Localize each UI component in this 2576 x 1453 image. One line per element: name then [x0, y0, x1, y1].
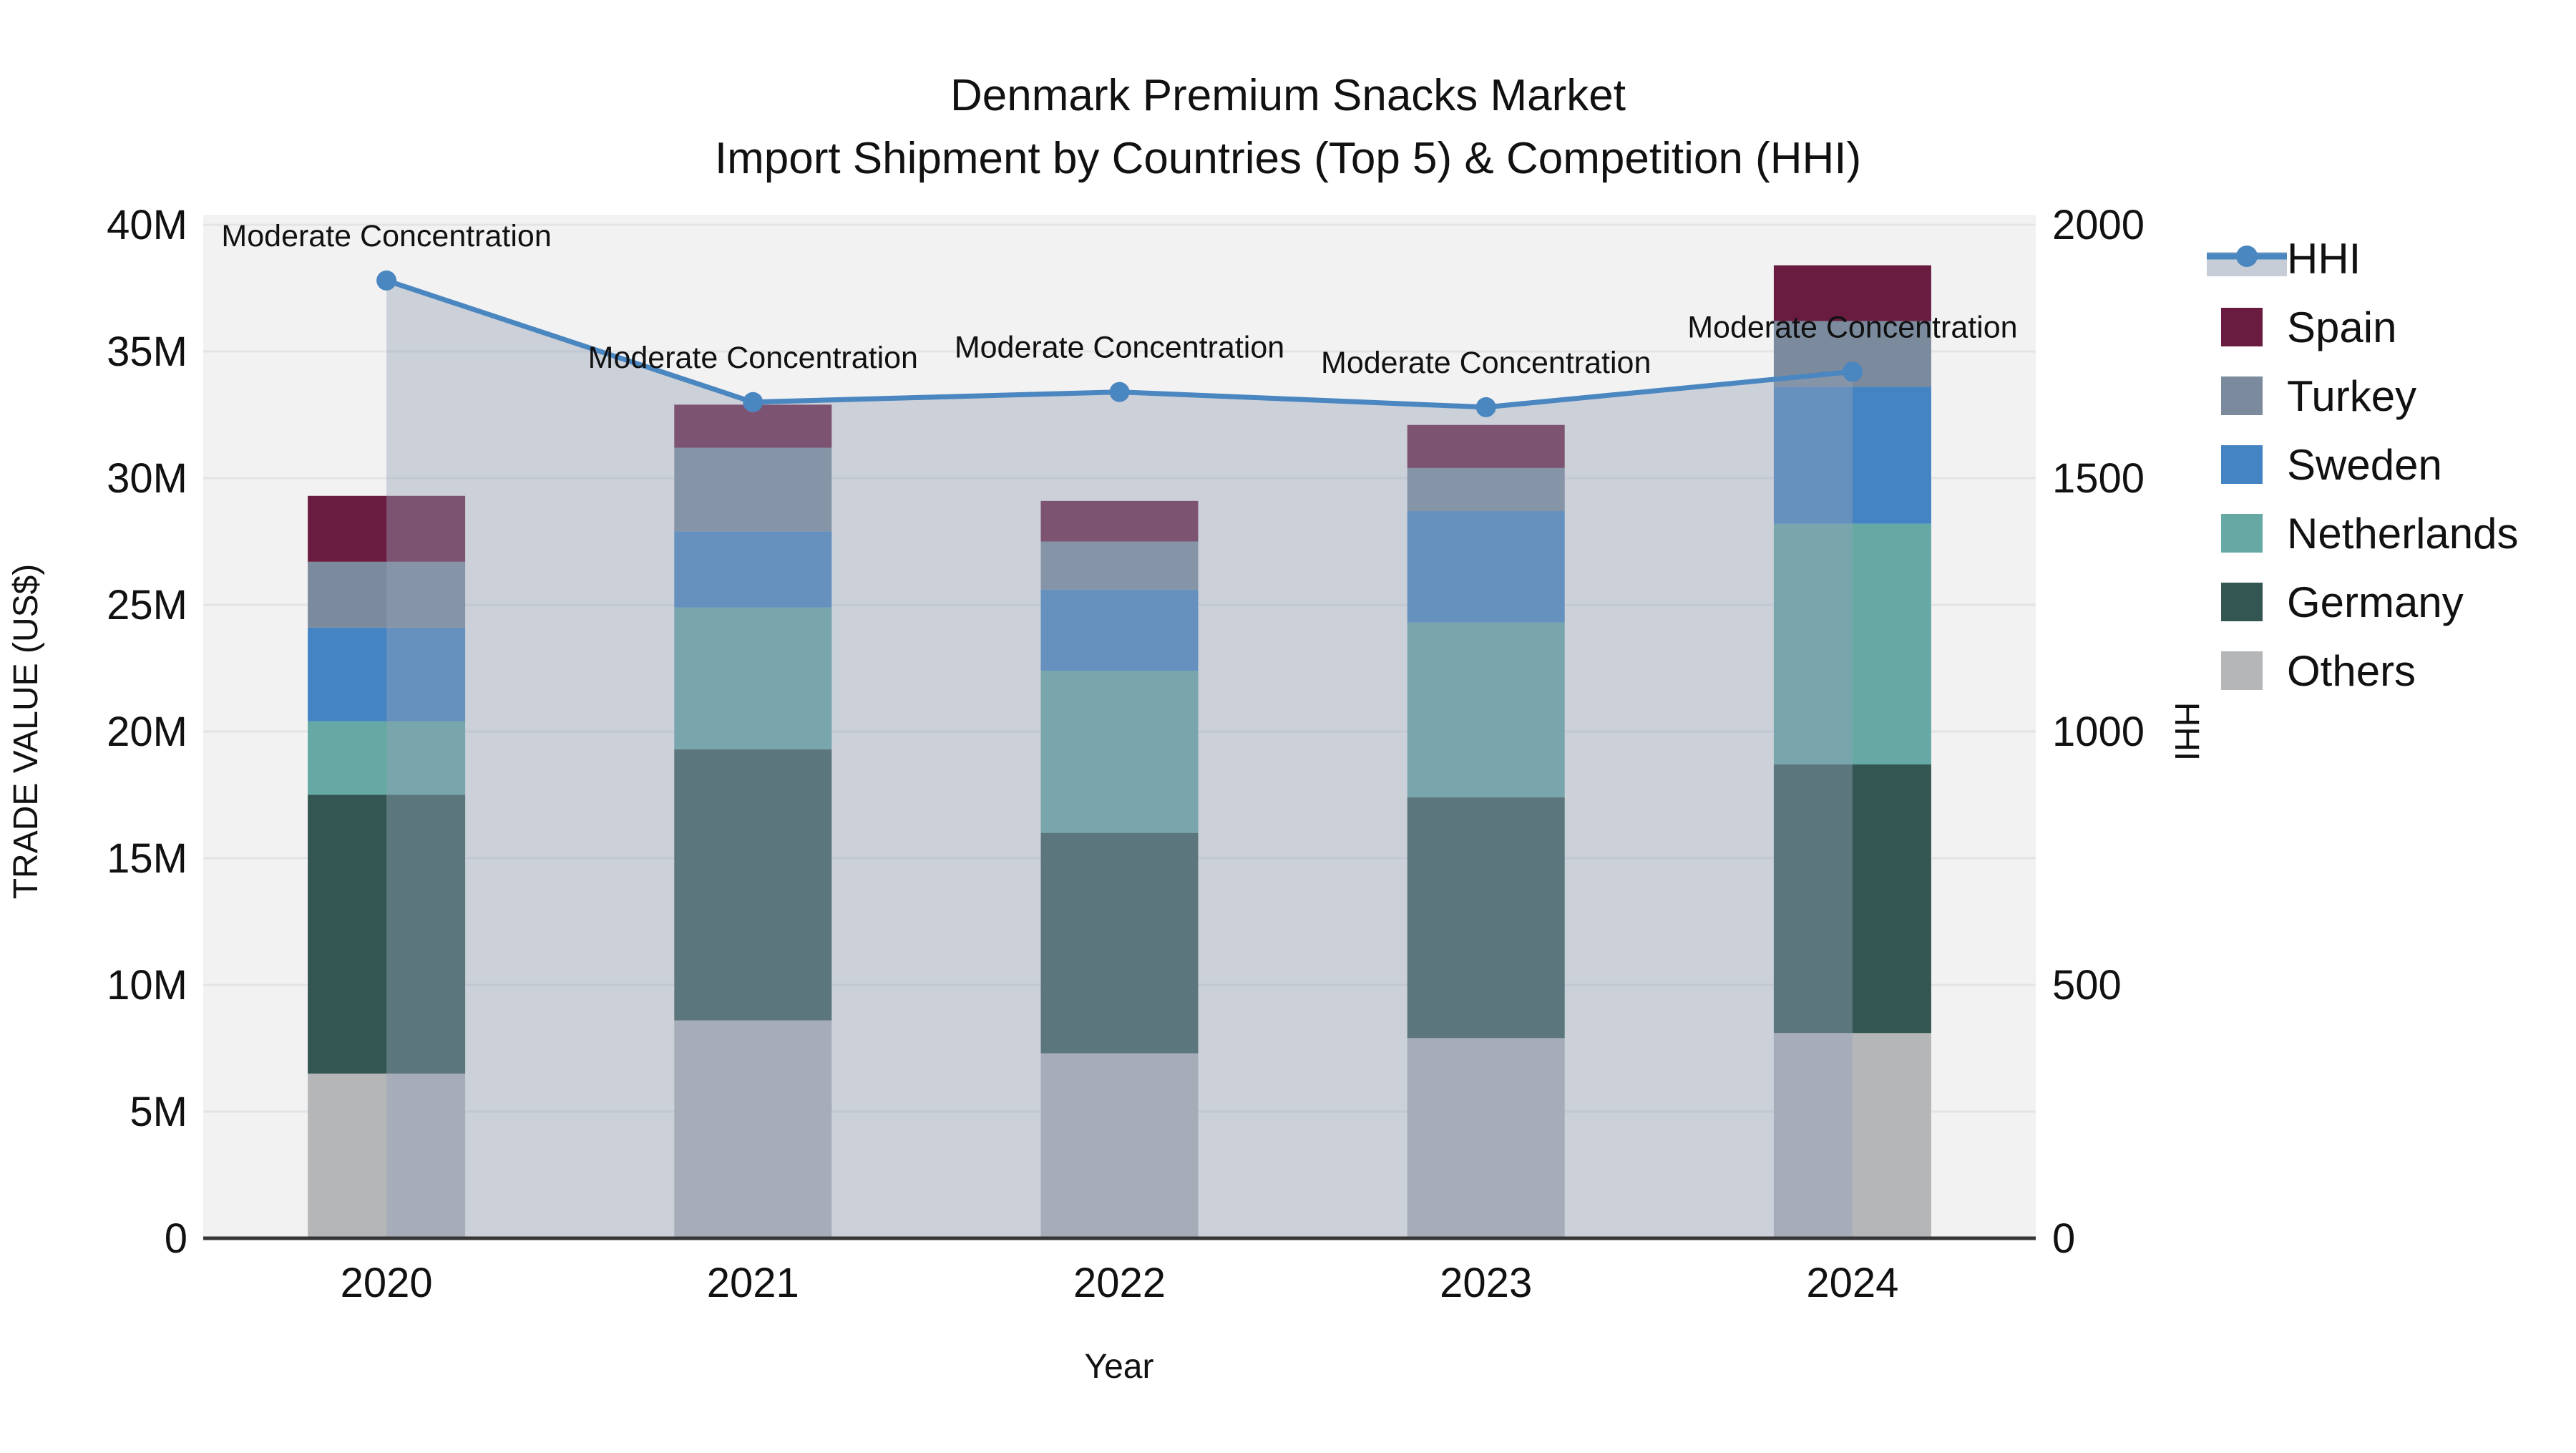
bar-segment-others-2020 [308, 1073, 466, 1238]
bar-segment-spain-2023 [1407, 424, 1565, 468]
bar-segment-netherlands-2023 [1407, 622, 1565, 798]
legend-item-spain[interactable]: Spain [2221, 303, 2396, 351]
bar-segment-netherlands-2022 [1040, 671, 1199, 833]
legend-item-germany[interactable]: Germany [2221, 578, 2464, 626]
bar-segment-sweden-2021 [674, 531, 832, 608]
bar-segment-spain-2022 [1040, 500, 1199, 542]
annotation-2021: Moderate Concentration [588, 341, 918, 375]
legend-label-netherlands: Netherlands [2287, 510, 2519, 558]
bar-segment-turkey-2020 [308, 561, 466, 628]
bar-segment-spain-2024 [1773, 265, 1931, 321]
y-right-tick-1500: 1500 [2052, 455, 2145, 502]
y-left-tick-5M: 5M [130, 1089, 187, 1135]
bar-segment-others-2022 [1040, 1053, 1199, 1238]
y-left-tick-15M: 15M [107, 835, 187, 882]
legend-label-others: Others [2287, 647, 2416, 695]
bar-segment-germany-2021 [674, 749, 832, 1021]
hhi-marker-2022 [1109, 382, 1130, 402]
legend-swatch-others [2221, 651, 2263, 690]
bar-segment-sweden-2020 [308, 627, 466, 721]
y-left-tick-35M: 35M [107, 329, 187, 375]
x-tick-2021: 2021 [707, 1260, 799, 1306]
hhi-marker-2024 [1842, 361, 1863, 382]
bar-segment-turkey-2021 [674, 447, 832, 532]
bar-segment-sweden-2023 [1407, 511, 1565, 623]
legend-label-turkey: Turkey [2287, 372, 2416, 420]
axis-title-trade-value: TRADE VALUE (US$) [7, 564, 45, 900]
x-tick-2020: 2020 [341, 1260, 433, 1306]
y-left-tick-20M: 20M [107, 709, 187, 755]
legend-item-hhi[interactable]: HHI [2207, 235, 2361, 283]
bar-segment-germany-2023 [1407, 797, 1565, 1039]
annotation-2024: Moderate Concentration [1687, 310, 2017, 344]
bar-segment-turkey-2023 [1407, 467, 1565, 512]
bar-segment-netherlands-2021 [674, 607, 832, 749]
bar-segment-germany-2020 [308, 794, 466, 1074]
bar-segment-others-2021 [674, 1020, 832, 1238]
bar-segment-netherlands-2024 [1773, 523, 1931, 765]
bar-segment-germany-2024 [1773, 764, 1931, 1034]
x-tick-2024: 2024 [1806, 1260, 1898, 1306]
legend-label-germany: Germany [2287, 578, 2464, 626]
plot-area: Moderate Concentration Moderate Concentra… [203, 215, 2036, 1238]
bar-segment-sweden-2022 [1040, 589, 1199, 671]
bar-segment-spain-2020 [308, 495, 466, 562]
legend-label-spain: Spain [2287, 303, 2396, 351]
legend-item-netherlands[interactable]: Netherlands [2221, 510, 2519, 558]
axis-title-year: Year [1085, 1348, 1154, 1386]
y-right-tick-0: 0 [2052, 1215, 2075, 1262]
axis-title-hhi: HHI [2167, 702, 2205, 762]
bar-segment-sweden-2024 [1773, 387, 1931, 524]
legend-swatch-germany [2221, 583, 2263, 621]
hhi-marker-2023 [1475, 397, 1496, 417]
legend-swatch-turkey [2221, 376, 2263, 415]
hhi-marker-2020 [376, 270, 397, 291]
y-left-tick-0: 0 [165, 1215, 187, 1262]
annotation-2020: Moderate Concentration [221, 219, 551, 253]
y-left-tick-30M: 30M [107, 455, 187, 502]
hhi-marker-2021 [743, 392, 763, 412]
annotation-2022: Moderate Concentration [955, 331, 1284, 365]
y-left-tick-25M: 25M [107, 582, 187, 628]
legend-swatch-netherlands [2221, 514, 2263, 553]
x-tick-2022: 2022 [1073, 1260, 1166, 1306]
legend-item-others[interactable]: Others [2221, 647, 2416, 695]
legend-swatch-sweden [2221, 445, 2263, 484]
annotation-2023: Moderate Concentration [1321, 346, 1651, 380]
y-left-tick-10M: 10M [107, 962, 187, 1009]
legend-item-turkey[interactable]: Turkey [2221, 372, 2416, 420]
bar-segment-others-2024 [1773, 1033, 1931, 1238]
chart-title-line-1: Denmark Premium Snacks Market [950, 71, 1626, 120]
chart-title-line-2: Import Shipment by Countries (Top 5) & C… [715, 134, 1861, 183]
axes: 0 5M 10M 15M 20M 25M 30M 35M 40M 0 500 1000 1500 2000… [107, 202, 2145, 1306]
hhi-area-fill [386, 280, 1853, 1238]
legend-swatch-spain [2221, 308, 2263, 346]
y-right-tick-1000: 1000 [2052, 709, 2145, 755]
y-right-tick-500: 500 [2052, 962, 2122, 1009]
legend-item-sweden[interactable]: Sweden [2221, 441, 2442, 489]
bar-segment-turkey-2022 [1040, 541, 1199, 590]
legend-label-hhi: HHI [2287, 235, 2361, 283]
legend-hhi-marker [2236, 246, 2258, 267]
legend-label-sweden: Sweden [2287, 441, 2442, 489]
bar-segment-others-2023 [1407, 1038, 1565, 1238]
y-right-tick-2000: 2000 [2052, 202, 2145, 248]
bar-segment-netherlands-2020 [308, 721, 466, 795]
y-left-tick-40M: 40M [107, 202, 187, 248]
legend: HHI Spain Turkey Sweden Netherlands Germany Ot… [2207, 235, 2519, 695]
bar-segment-germany-2022 [1040, 832, 1199, 1054]
x-tick-2023: 2023 [1440, 1260, 1532, 1306]
